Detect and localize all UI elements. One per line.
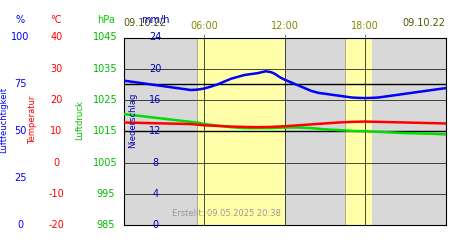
Text: 25: 25 — [14, 173, 27, 183]
Text: 09.10.22: 09.10.22 — [402, 18, 446, 28]
Text: °C: °C — [50, 15, 62, 25]
Text: Luftdruck: Luftdruck — [76, 100, 85, 140]
Text: 40: 40 — [50, 32, 63, 42]
Text: Erstellt: 09.05.2025 20:38: Erstellt: 09.05.2025 20:38 — [172, 208, 281, 218]
Text: -10: -10 — [49, 189, 64, 199]
Text: hPa: hPa — [97, 15, 115, 25]
Bar — [198, 38, 284, 225]
Text: 30: 30 — [50, 64, 63, 74]
Text: 1015: 1015 — [94, 126, 118, 136]
Text: 12: 12 — [149, 126, 162, 136]
Text: 4: 4 — [152, 189, 158, 199]
Text: Luftfeuchtigkeit: Luftfeuchtigkeit — [0, 87, 8, 153]
Text: 0: 0 — [17, 220, 23, 230]
Text: 1045: 1045 — [94, 32, 118, 42]
Text: 0: 0 — [53, 158, 59, 168]
Text: %: % — [16, 15, 25, 25]
Text: 09.10.22: 09.10.22 — [124, 18, 167, 28]
Text: 20: 20 — [50, 95, 63, 105]
Text: 1035: 1035 — [94, 64, 118, 74]
Text: Niederschlag: Niederschlag — [128, 92, 137, 148]
Text: Temperatur: Temperatur — [28, 96, 37, 144]
Text: 0: 0 — [152, 220, 158, 230]
Text: 75: 75 — [14, 80, 27, 90]
Text: -20: -20 — [48, 220, 64, 230]
Text: 100: 100 — [11, 32, 29, 42]
Text: 20: 20 — [149, 64, 162, 74]
Text: 995: 995 — [96, 189, 115, 199]
Text: 1005: 1005 — [94, 158, 118, 168]
Text: 1025: 1025 — [94, 95, 118, 105]
Text: 10: 10 — [50, 126, 63, 136]
Text: mm/h: mm/h — [141, 15, 170, 25]
Text: 8: 8 — [152, 158, 158, 168]
Bar — [345, 38, 372, 225]
Text: 24: 24 — [149, 32, 162, 42]
Text: 16: 16 — [149, 95, 162, 105]
Text: 985: 985 — [96, 220, 115, 230]
Text: 50: 50 — [14, 126, 27, 136]
